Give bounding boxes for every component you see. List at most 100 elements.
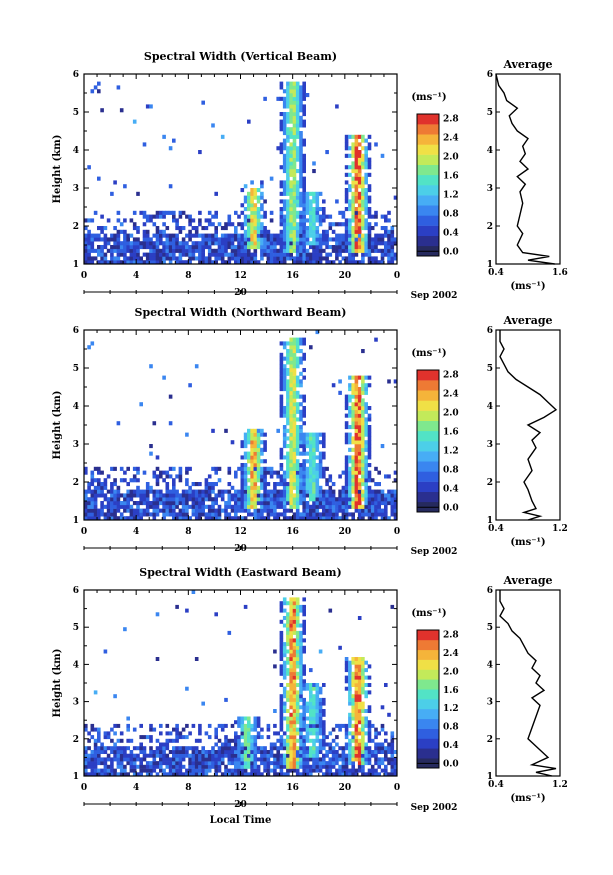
heatmap-cell (357, 482, 362, 487)
heatmap-cell (292, 466, 297, 471)
heatmap-cell (318, 233, 323, 238)
heatmap-cell (315, 501, 320, 506)
heatmap-cell (377, 504, 381, 509)
heatmap-cell (338, 645, 342, 650)
heatmap-cell (357, 709, 362, 713)
heatmap-cell (247, 451, 251, 456)
heatmap-cell (260, 222, 264, 227)
heatmap-cell (234, 742, 238, 747)
heatmap-cell (279, 383, 284, 388)
colorbar-swatch (417, 144, 439, 155)
heatmap-cell (185, 432, 189, 437)
heatmap-cell (380, 750, 385, 754)
heatmap-cell (103, 485, 108, 490)
heatmap-cell (234, 508, 238, 513)
heatmap-cell (237, 761, 241, 766)
heatmap-cell (136, 241, 140, 246)
heatmap-cell (116, 750, 121, 754)
heatmap-cell (279, 720, 284, 725)
heatmap-cell (318, 727, 323, 732)
heatmap-cell (309, 233, 313, 238)
heatmap-cell (367, 720, 372, 725)
heatmap-cell (276, 504, 280, 509)
heatmap-cell (302, 485, 306, 490)
heatmap-cell (116, 738, 121, 743)
heatmap-cell (175, 757, 179, 762)
heatmap-cell (224, 252, 228, 257)
heatmap-cell (299, 229, 303, 234)
heatmap-cell (237, 501, 241, 506)
heatmap-cell (289, 474, 293, 479)
heatmap-cell (90, 508, 95, 513)
heatmap-cell (302, 474, 306, 479)
heatmap-cell (234, 772, 238, 777)
heatmap-cell (260, 753, 264, 758)
heatmap-cell (93, 512, 98, 517)
colorbar-swatch (417, 420, 439, 432)
heatmap-cell (266, 757, 271, 762)
heatmap-cell (279, 493, 284, 498)
heatmap-cell (214, 772, 218, 777)
heatmap-cell (84, 772, 88, 777)
heatmap-cell (348, 425, 352, 430)
heatmap-cell (211, 214, 215, 219)
heatmap-cell (201, 489, 205, 494)
heatmap-cell (393, 497, 398, 502)
heatmap-cell (256, 723, 261, 728)
heatmap-cell (132, 757, 137, 762)
heatmap-cell (312, 727, 316, 732)
heatmap-cell (292, 761, 297, 766)
heatmap-cell (279, 694, 284, 699)
heatmap-cell (126, 245, 130, 250)
heatmap-cell (90, 341, 95, 346)
heatmap-cell (243, 470, 248, 475)
heatmap-cell (305, 701, 310, 706)
heatmap-cell (289, 716, 293, 721)
heatmap-cell (344, 761, 349, 766)
avg-y-tick-label: 5 (487, 364, 493, 374)
heatmap-cell (289, 601, 293, 606)
heatmap-cell (351, 466, 355, 471)
heatmap-cell (191, 504, 196, 509)
heatmap-cell (299, 245, 303, 250)
heatmap-cell (367, 241, 372, 246)
heatmap-cell (204, 218, 209, 223)
heatmap-cell (289, 398, 293, 403)
heatmap-cell (113, 466, 117, 471)
heatmap-cell (243, 260, 248, 265)
heatmap-cell (286, 485, 290, 490)
heatmap-cell (315, 229, 320, 234)
heatmap-cell (344, 402, 349, 407)
heatmap-cell (87, 738, 91, 743)
heatmap-cell (344, 742, 349, 747)
heatmap-cell (263, 504, 267, 509)
heatmap-cell (100, 742, 104, 747)
heatmap-cell (305, 470, 310, 475)
heatmap-cell (211, 501, 215, 506)
heatmap-cell (106, 508, 111, 513)
heatmap-cell (295, 108, 300, 113)
heatmap-cell (325, 229, 329, 234)
heatmap-cell (253, 772, 258, 777)
heatmap-cell (126, 241, 130, 246)
heatmap-cell (155, 241, 160, 246)
heatmap-cell (292, 360, 297, 365)
heatmap-cell (201, 701, 205, 706)
heatmap-cell (309, 466, 313, 471)
heatmap-cell (351, 474, 355, 479)
heatmap-cell (292, 616, 297, 620)
heatmap-cell (364, 218, 368, 223)
heatmap-cell (282, 508, 287, 513)
heatmap-cell (260, 428, 264, 433)
heatmap-cell (361, 504, 365, 509)
heatmap-cell (243, 753, 248, 758)
x-tick-label: 12 (234, 271, 247, 281)
heatmap-cell (305, 474, 310, 479)
heatmap-cell (344, 657, 349, 661)
heatmap-cell (198, 723, 202, 728)
heatmap-cell (214, 229, 218, 234)
heatmap-cell (282, 364, 287, 369)
heatmap-cell (123, 516, 127, 521)
heatmap-cell (178, 466, 183, 471)
heatmap-cell (282, 489, 287, 494)
